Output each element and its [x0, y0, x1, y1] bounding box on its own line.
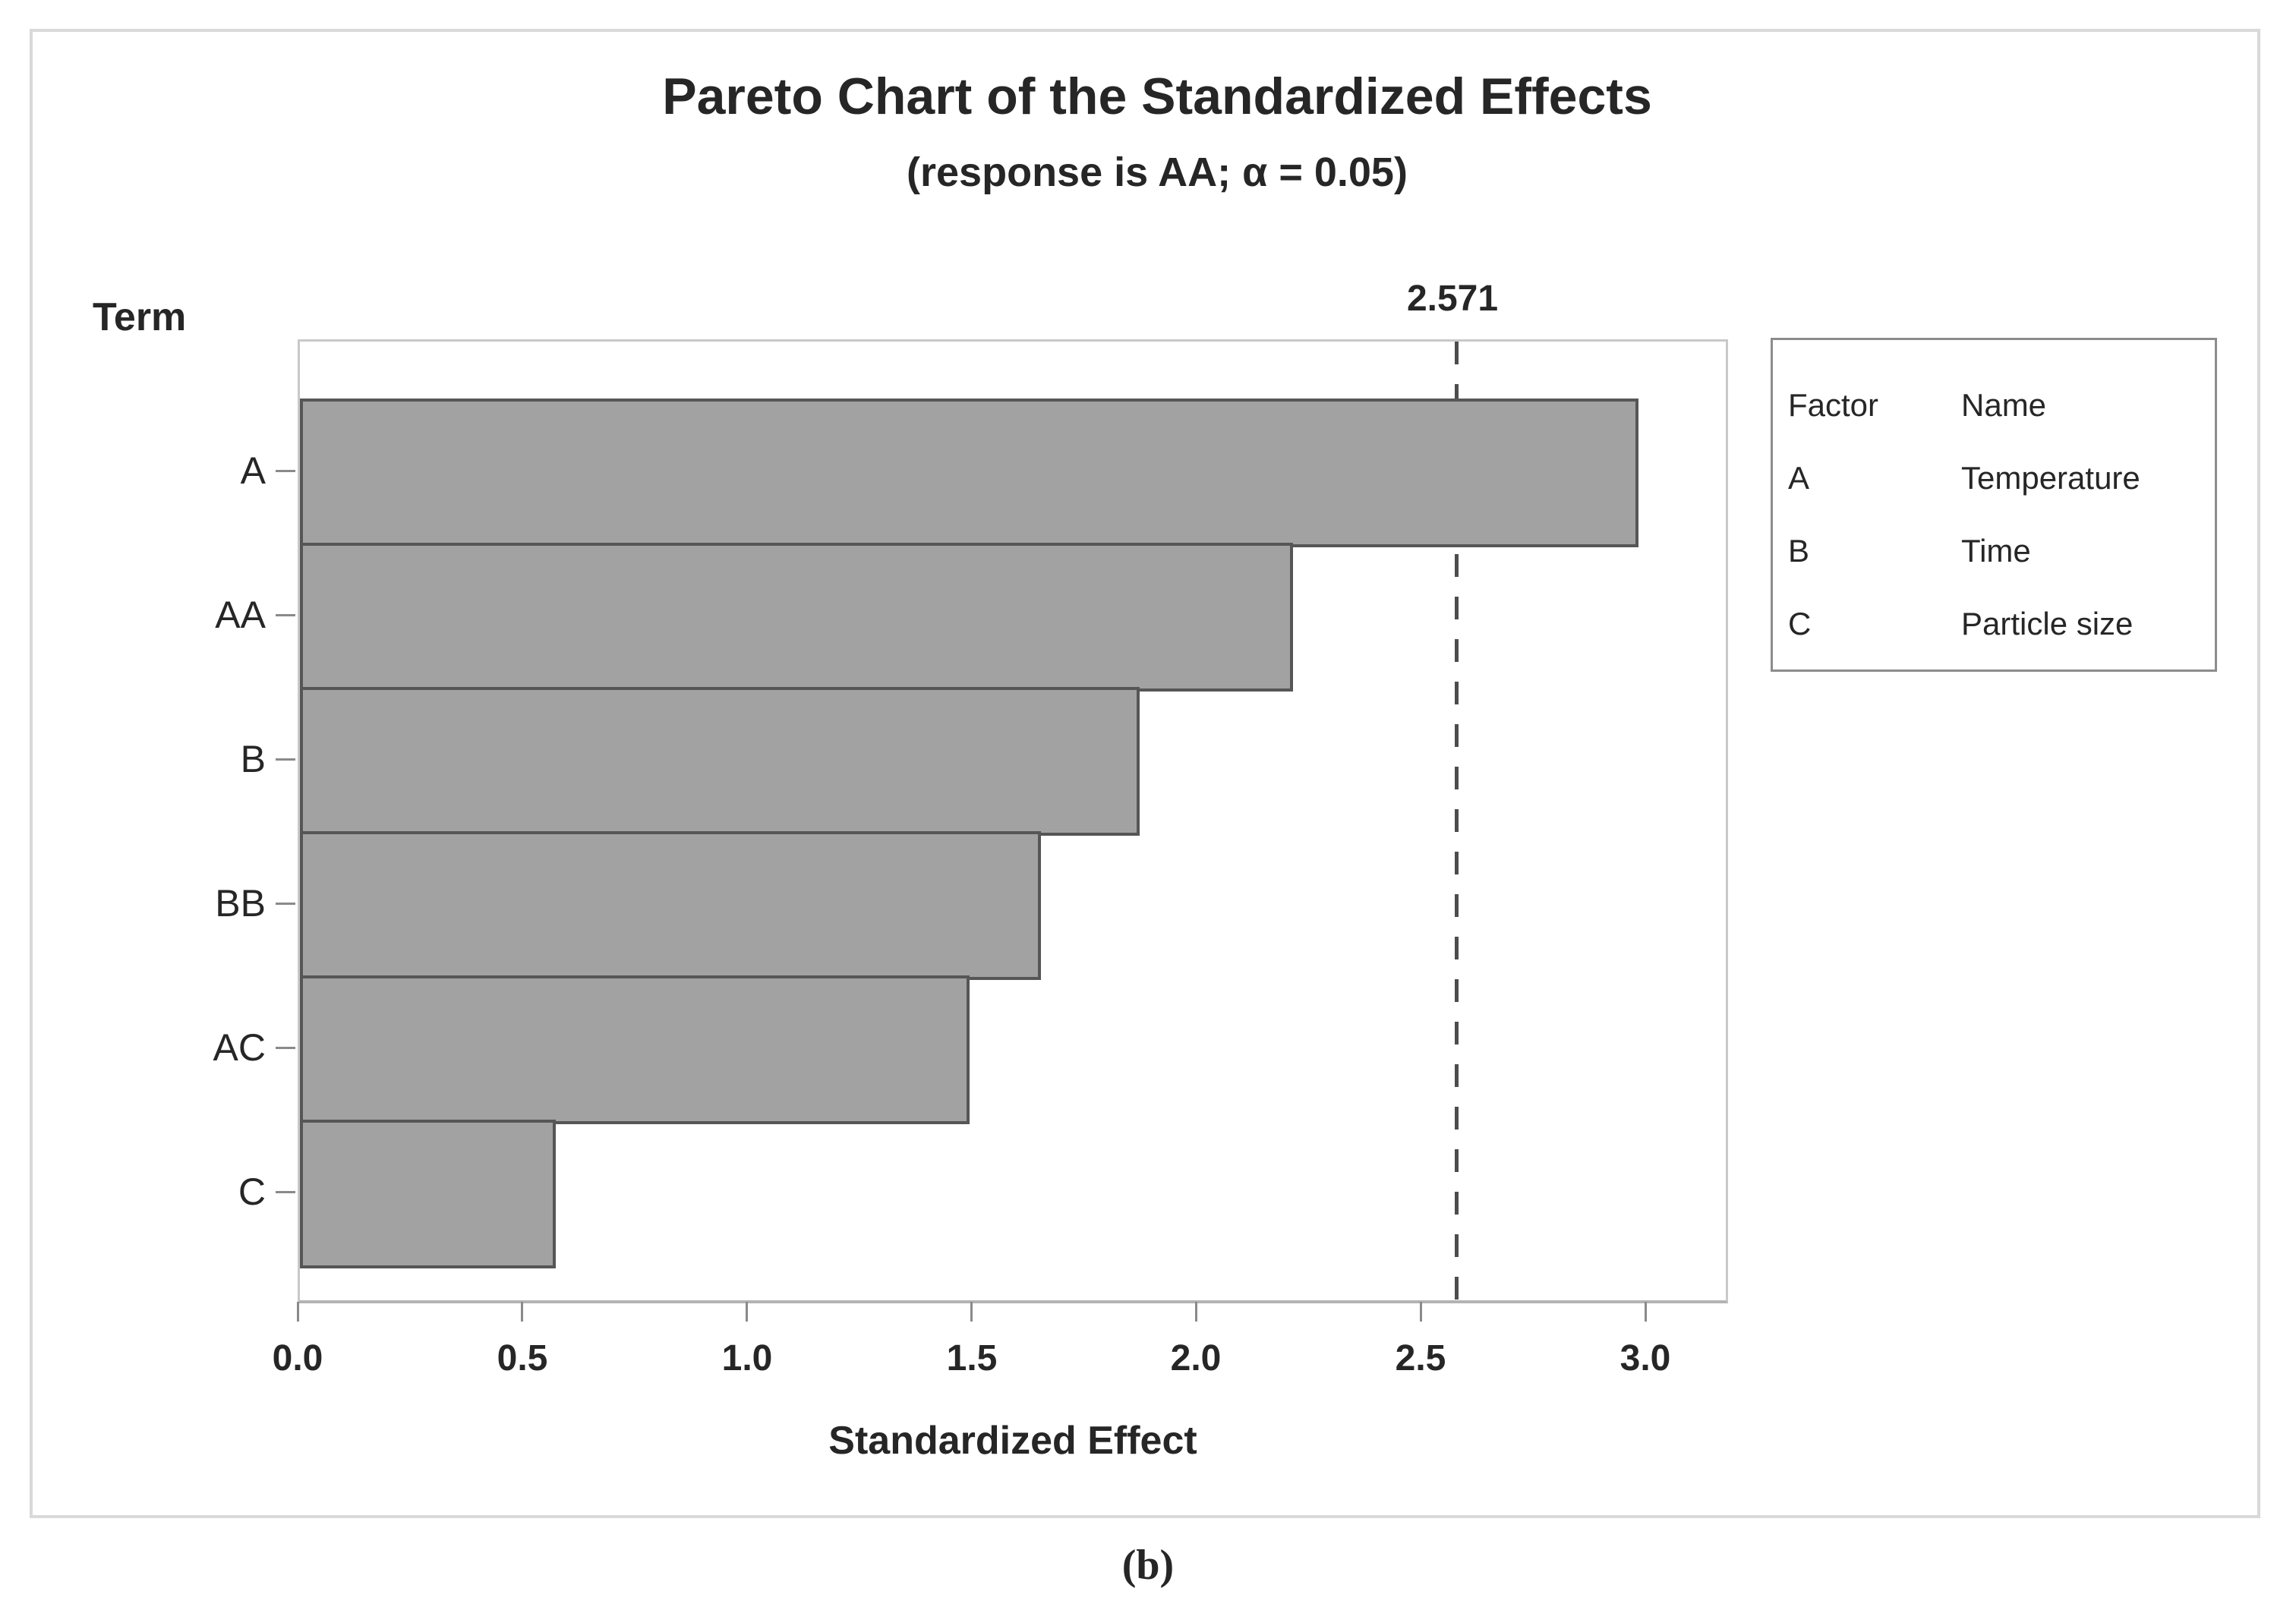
y-tick-BB: [276, 903, 295, 905]
legend-name-A: Temperature: [1961, 460, 2140, 496]
bar-term-BB: [300, 831, 1041, 980]
x-tick-0.5: [521, 1302, 523, 1322]
chart-subtitle: (response is AA; α = 0.05): [907, 150, 1408, 195]
legend-header-row: Factor Name: [1773, 386, 2215, 425]
x-axis-title: Standardized Effect: [828, 1419, 1197, 1463]
x-tick-label-1.0: 1.0: [721, 1338, 773, 1378]
x-tick-3.0: [1645, 1302, 1647, 1322]
x-tick-2.5: [1420, 1302, 1422, 1322]
bar-term-C: [300, 1120, 556, 1268]
x-tick-2.0: [1195, 1302, 1197, 1322]
reference-line-value-label: 2.571: [1406, 279, 1499, 319]
x-tick-label-0.5: 0.5: [497, 1338, 548, 1378]
y-tick-AA: [276, 614, 295, 616]
legend-header-factor: Factor: [1788, 387, 1879, 423]
x-tick-1.5: [970, 1302, 973, 1322]
term-label-C: C: [238, 1170, 266, 1213]
bar-term-AC: [300, 975, 970, 1124]
legend-row-A: A Temperature: [1773, 458, 2215, 498]
legend-row-B: B Time: [1773, 531, 2215, 571]
term-label-AC: AC: [213, 1026, 266, 1069]
y-tick-B: [276, 758, 295, 761]
legend-name-C: Particle size: [1961, 606, 2134, 641]
y-tick-A: [276, 470, 295, 472]
legend-row-C: C Particle size: [1773, 604, 2215, 644]
bar-term-B: [300, 687, 1140, 836]
term-label-B: B: [240, 738, 266, 780]
significance-reference-line: [1455, 342, 1459, 1300]
factor-legend: Factor Name A Temperature B Time C Particle s…: [1771, 338, 2217, 672]
x-tick-label-2.0: 2.0: [1170, 1338, 1222, 1378]
y-axis-title: Term: [93, 295, 187, 339]
term-label-BB: BB: [215, 882, 266, 925]
term-label-AA: AA: [215, 594, 266, 636]
x-tick-label-2.5: 2.5: [1395, 1338, 1446, 1378]
legend-factor-C: C: [1788, 606, 1812, 641]
legend-factor-A: A: [1788, 460, 1810, 496]
x-tick-label-0.0: 0.0: [272, 1338, 323, 1378]
legend-header-name: Name: [1961, 387, 2047, 423]
bar-term-AA: [300, 543, 1293, 692]
x-tick-1.0: [746, 1302, 748, 1322]
term-label-A: A: [240, 449, 266, 492]
y-tick-AC: [276, 1047, 295, 1049]
bar-term-A: [300, 399, 1638, 547]
y-tick-C: [276, 1191, 295, 1193]
x-tick-0.0: [297, 1302, 299, 1322]
chart-title: Pareto Chart of the Standardized Effects: [662, 68, 1652, 125]
legend-name-B: Time: [1961, 533, 2031, 569]
x-tick-label-3.0: 3.0: [1620, 1338, 1671, 1378]
plot-area: [298, 339, 1728, 1303]
x-tick-label-1.5: 1.5: [946, 1338, 998, 1378]
figure-caption: (b): [1121, 1542, 1175, 1589]
legend-factor-B: B: [1788, 533, 1810, 569]
